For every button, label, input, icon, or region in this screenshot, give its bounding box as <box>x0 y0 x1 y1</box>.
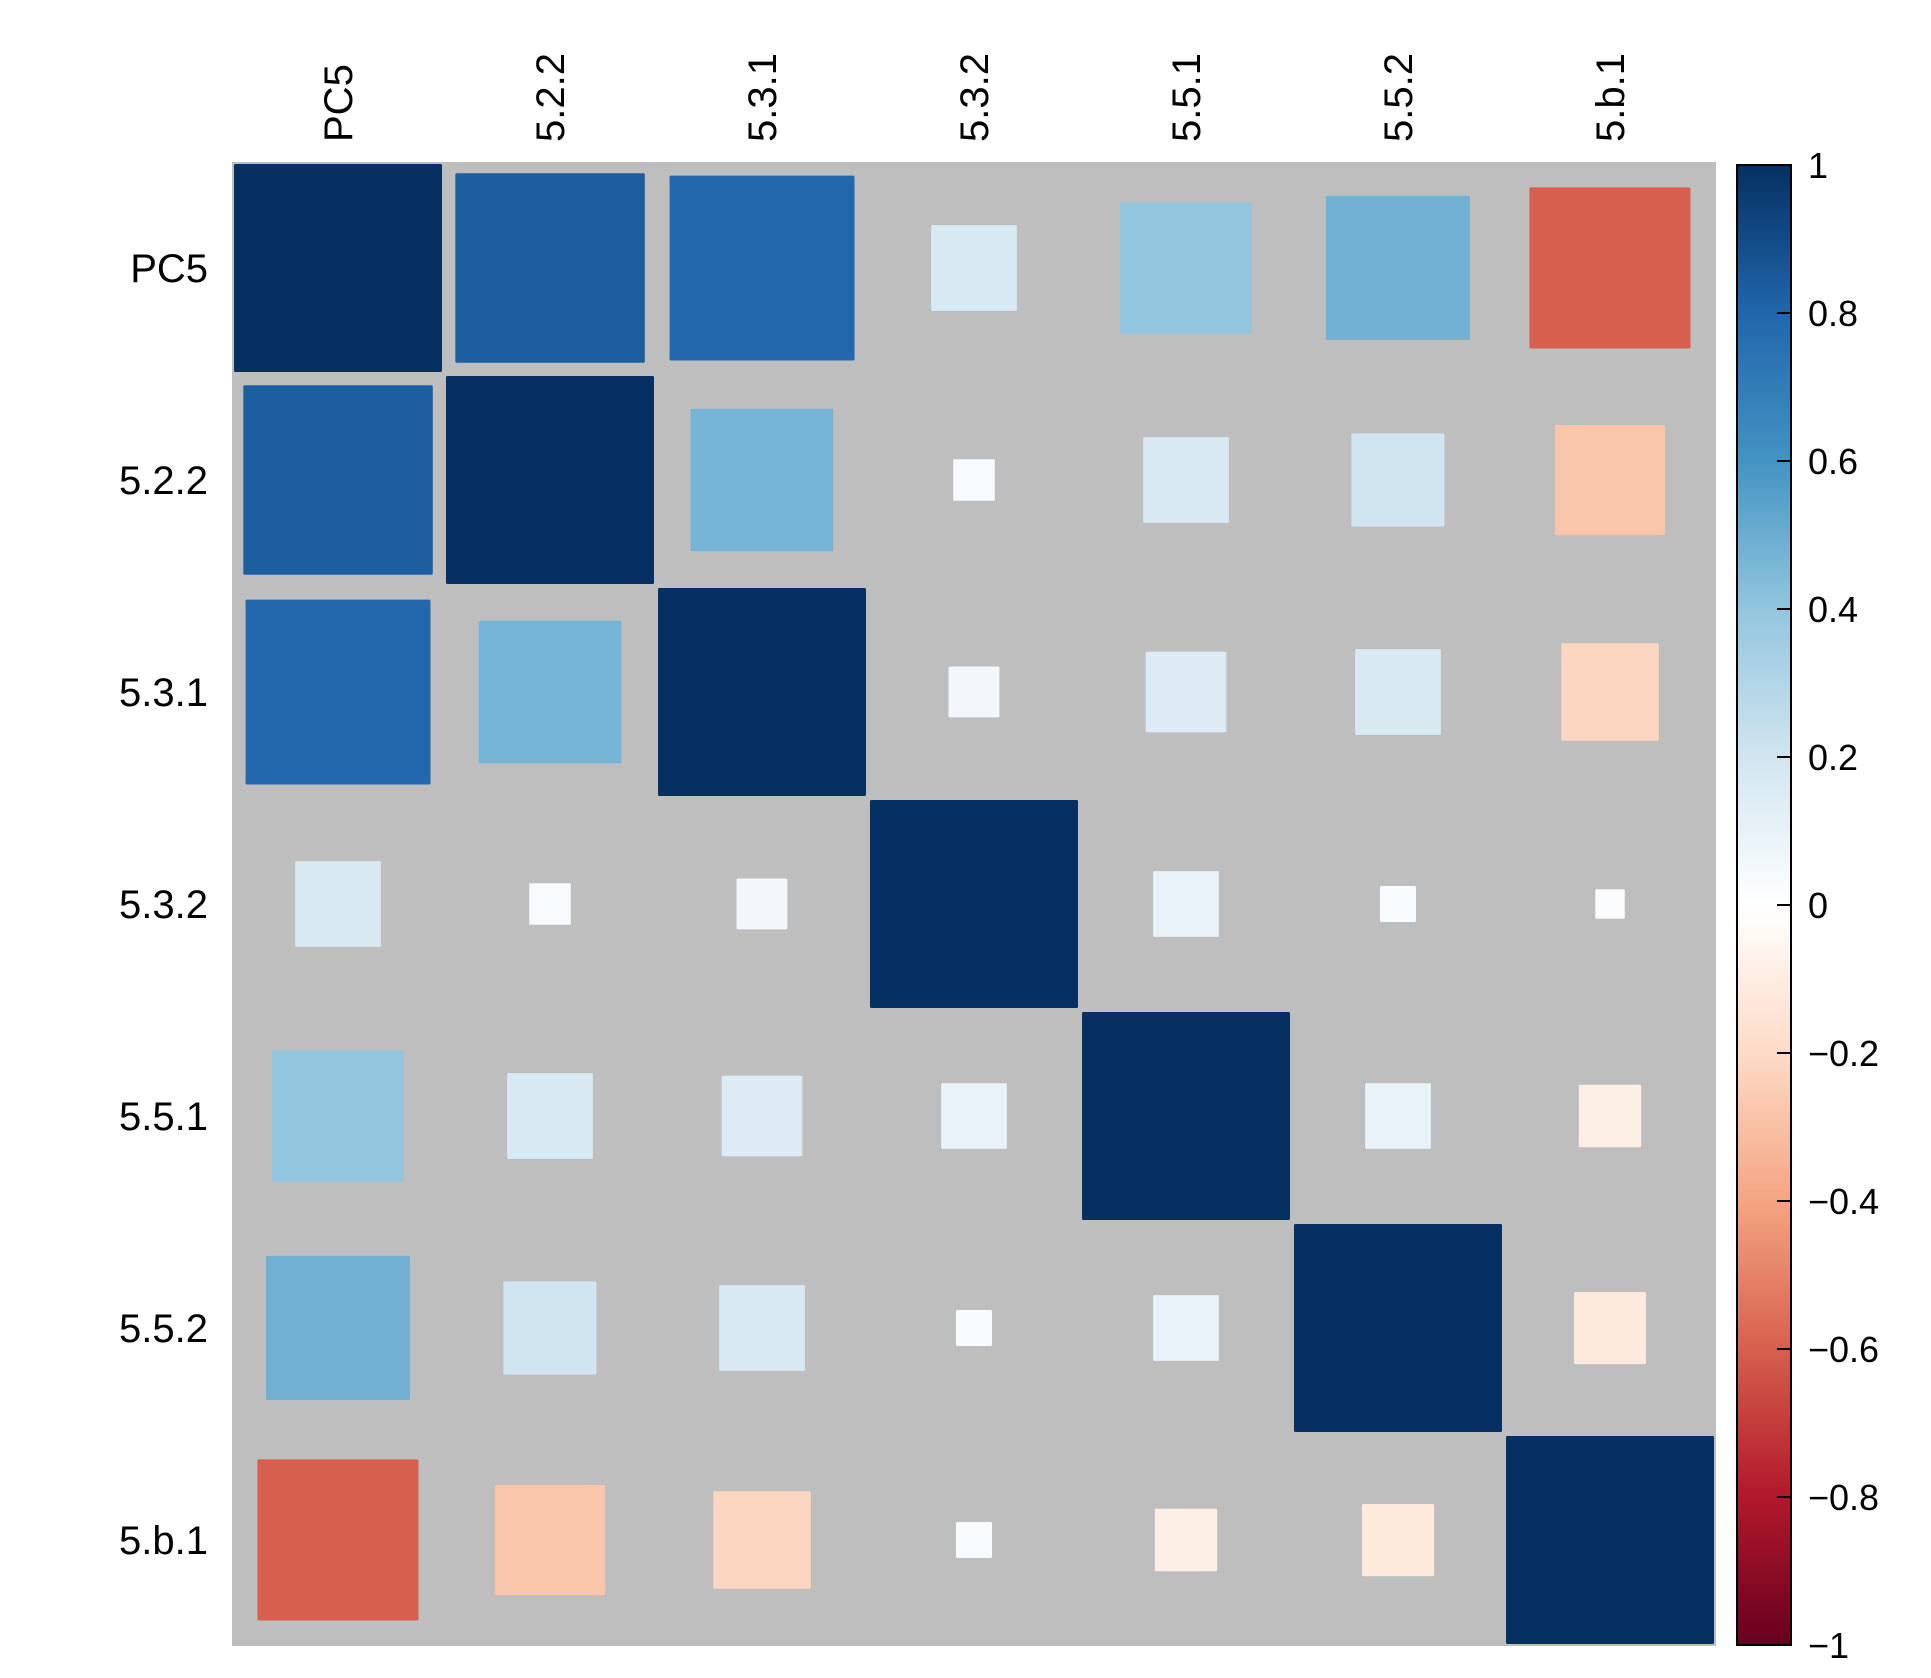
cell-pc5-5-5-2 <box>1325 195 1470 340</box>
column-label-pc5: PC5 <box>317 64 361 142</box>
row-label-5-5-1: 5.5.1 <box>119 1095 208 1139</box>
cell-5-b-1-5-5-1 <box>1154 1508 1218 1572</box>
colorbar-tick-label: −0.6 <box>1808 1329 1879 1370</box>
column-label-5-2-2: 5.2.2 <box>529 53 573 142</box>
cell-5-3-1-pc5 <box>245 599 431 785</box>
cell-pc5-5-5-1 <box>1120 202 1252 334</box>
cell-5-b-1-5-b-1 <box>1506 1436 1714 1644</box>
cell-5-5-1-5-b-1 <box>1578 1084 1642 1148</box>
cell-5-3-2-5-3-1 <box>736 878 788 930</box>
row-label-5-2-2: 5.2.2 <box>119 459 208 503</box>
column-label-5-5-1: 5.5.1 <box>1165 53 1209 142</box>
cell-5-2-2-5-5-1 <box>1143 437 1229 523</box>
cell-5-3-1-5-2-2 <box>478 620 622 764</box>
cell-5-3-2-5-3-2 <box>870 800 1078 1008</box>
cell-pc5-pc5 <box>234 164 442 372</box>
colorbar-tick-label: 0.8 <box>1808 293 1858 334</box>
cell-5-3-1-5-5-2 <box>1355 649 1441 735</box>
cell-5-2-2-5-2-2 <box>446 376 654 584</box>
cell-5-5-1-5-3-2 <box>941 1083 1007 1149</box>
cell-5-5-1-5-2-2 <box>507 1073 593 1159</box>
cell-5-3-1-5-3-2 <box>948 666 1000 718</box>
colorbar-tick-label: 0 <box>1808 885 1828 926</box>
colorbar-tick-label: 0.2 <box>1808 737 1858 778</box>
column-label-5-5-2: 5.5.2 <box>1377 53 1421 142</box>
cell-5-5-2-5-5-2 <box>1294 1224 1502 1432</box>
cell-5-2-2-5-3-1 <box>690 408 834 552</box>
colorbar-tick-label: −0.2 <box>1808 1033 1879 1074</box>
cell-5-3-1-5-b-1 <box>1561 643 1659 741</box>
cell-5-3-2-pc5 <box>295 861 381 947</box>
cell-5-5-1-5-5-2 <box>1365 1083 1431 1149</box>
cell-5-5-1-pc5 <box>272 1050 404 1182</box>
cell-5-b-1-5-3-1 <box>713 1491 811 1589</box>
cell-5-b-1-5-5-2 <box>1362 1504 1435 1577</box>
colorbar: 1 0.8 0.6 0.4 0.2 0 −0.2 −0.4 −0.6 −0.8 −1 <box>1736 145 1879 1666</box>
cell-5-3-2-5-5-2 <box>1380 886 1416 922</box>
cell-5-5-2-pc5 <box>265 1255 410 1400</box>
row-label-5-3-2: 5.3.2 <box>119 883 208 927</box>
cell-5-2-2-5-5-2 <box>1351 433 1445 527</box>
cell-5-3-2-5-b-1 <box>1595 889 1625 919</box>
matrix-cells <box>234 164 1714 1644</box>
cell-5-5-2-5-3-1 <box>719 1285 805 1371</box>
row-labels: PC5 5.2.2 5.3.1 5.3.2 5.5.1 5.5.2 5.b.1 <box>119 247 208 1563</box>
cell-pc5-5-3-2 <box>931 225 1017 311</box>
colorbar-tick-label: −0.8 <box>1808 1477 1879 1518</box>
cell-5-3-2-5-2-2 <box>529 883 571 925</box>
cell-pc5-5-2-2 <box>455 173 645 363</box>
colorbar-tick-label: 1 <box>1808 145 1828 186</box>
row-label-5-3-1: 5.3.1 <box>119 671 208 715</box>
cell-5-2-2-pc5 <box>243 385 433 575</box>
cell-5-5-2-5-3-2 <box>956 1310 992 1346</box>
cell-pc5-5-3-1 <box>669 175 855 361</box>
row-label-5-5-2: 5.5.2 <box>119 1307 208 1351</box>
column-label-5-3-2: 5.3.2 <box>953 53 997 142</box>
cell-5-b-1-5-3-2 <box>956 1522 992 1558</box>
cell-5-5-2-5-2-2 <box>503 1281 597 1375</box>
cell-5-b-1-5-2-2 <box>495 1485 606 1596</box>
cell-5-3-2-5-5-1 <box>1153 871 1219 937</box>
row-label-pc5: PC5 <box>130 247 208 291</box>
cell-5-5-2-5-b-1 <box>1574 1292 1647 1365</box>
colorbar-tick-label: 0.6 <box>1808 441 1858 482</box>
cell-5-3-1-5-3-1 <box>658 588 866 796</box>
colorbar-tick-label: −0.4 <box>1808 1181 1879 1222</box>
cell-pc5-5-b-1 <box>1529 187 1691 349</box>
cell-5-5-1-5-5-1 <box>1082 1012 1290 1220</box>
cell-5-5-1-5-3-1 <box>721 1075 803 1157</box>
cell-5-2-2-5-b-1 <box>1555 425 1666 536</box>
cell-5-2-2-5-3-2 <box>953 459 995 501</box>
cell-5-5-2-5-5-1 <box>1153 1295 1219 1361</box>
cell-5-3-1-5-5-1 <box>1145 651 1227 733</box>
column-label-5-3-1: 5.3.1 <box>741 53 785 142</box>
row-label-5-b-1: 5.b.1 <box>119 1519 208 1563</box>
colorbar-tick-label: 0.4 <box>1808 589 1858 630</box>
column-label-5-b-1: 5.b.1 <box>1589 53 1633 142</box>
cell-5-b-1-pc5 <box>257 1459 419 1621</box>
column-labels: PC5 5.2.2 5.3.1 5.3.2 5.5.1 5.5.2 5.b.1 <box>317 53 1633 142</box>
colorbar-tick-label: −1 <box>1808 1625 1849 1666</box>
